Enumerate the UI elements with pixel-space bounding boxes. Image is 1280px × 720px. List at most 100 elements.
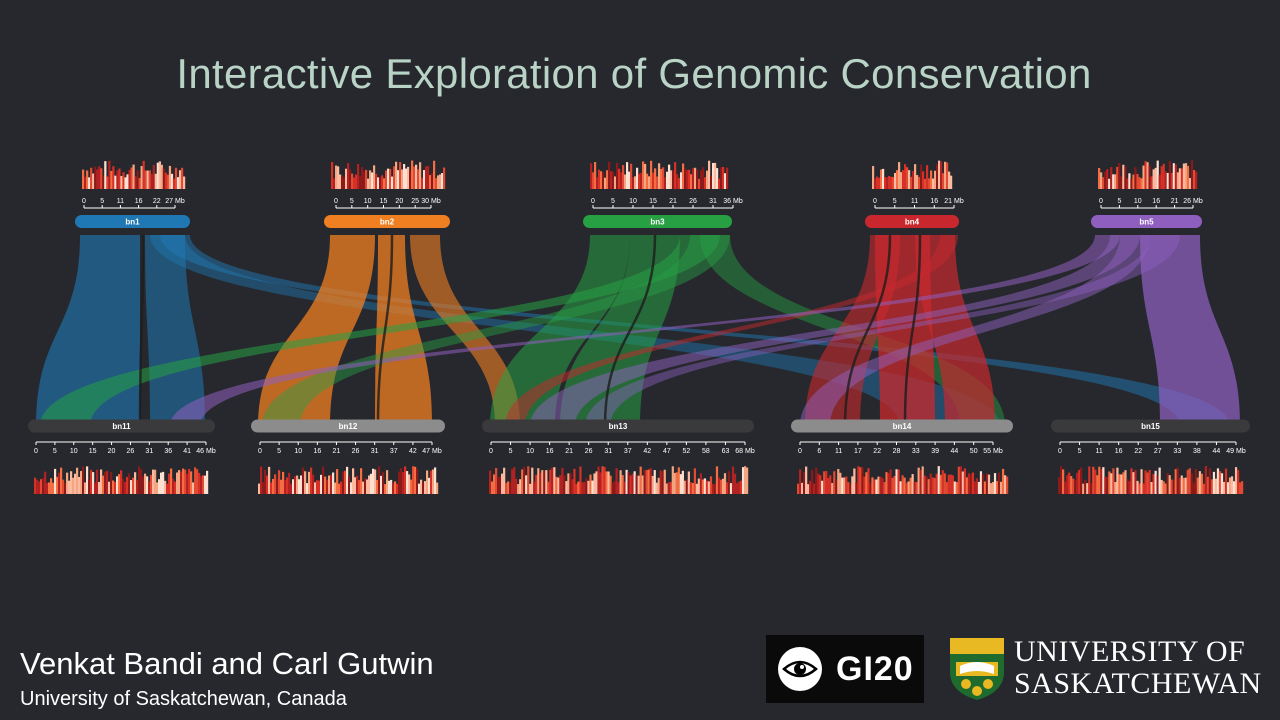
bottom-histogram-bn12-bar (286, 477, 289, 494)
chromosome-bn12[interactable] (251, 419, 445, 433)
synteny-ribbon-4[interactable] (258, 235, 375, 426)
bottom-histogram-bn15-bar (1152, 474, 1155, 494)
bottom-histogram-bn14-bar (811, 470, 814, 494)
top-histogram-bn3-bar (614, 176, 617, 189)
bottom-histogram-bn13-bar (673, 472, 676, 494)
bottom-histogram-bn14-bar (935, 473, 938, 494)
affiliation: University of Saskatchewan, Canada (20, 688, 347, 710)
top-histogram-bn5-bar (1152, 169, 1155, 189)
bottom-histogram-bn14-bar (977, 481, 981, 494)
top-histogram-bn3-bar (710, 175, 713, 189)
bottom-histogram-bn11-bar (142, 476, 145, 494)
top-histogram-bn2-bar (441, 173, 444, 189)
bottom-scale-bn14-tick-label: 17 (854, 448, 862, 455)
top-histogram-bn3-bar (678, 177, 681, 189)
bottom-scale-bn12-tick-label: 42 (409, 448, 417, 455)
synteny-ribbon-16[interactable] (170, 235, 1120, 426)
bottom-histogram-bn12-bar (302, 467, 305, 494)
synteny-ribbon-3[interactable] (160, 235, 1230, 426)
bottom-histogram-bn14-bar (861, 467, 864, 494)
bottom-histogram-bn14-bar (889, 469, 892, 494)
bottom-histogram-bn13-bar (607, 471, 610, 494)
chromosome-bn3[interactable] (583, 215, 732, 228)
bottom-histogram-bn12-bar (372, 468, 375, 494)
top-histogram-bn5-bar (1184, 163, 1188, 189)
chromosome-bn2[interactable] (324, 215, 450, 228)
bottom-histogram-bn15-bar (1212, 471, 1216, 494)
synteny-ribbon-6[interactable] (410, 235, 520, 426)
top-histogram-bn1-bar (156, 162, 159, 189)
bottom-histogram-bn13-bar (647, 469, 650, 494)
bottom-histogram-bn13-bar (667, 482, 670, 494)
bottom-histogram-bn12-bar (390, 479, 393, 494)
bottom-scale-bn11-tick-label: 41 (183, 448, 191, 455)
top-histogram-bn4-bar (910, 176, 913, 189)
top-histogram-bn3-bar (680, 172, 683, 189)
top-histogram-bn3-bar (692, 168, 695, 189)
bottom-histogram-bn11-bar (156, 482, 159, 494)
synteny-ribbon-18[interactable] (800, 235, 1150, 426)
bottom-histogram-bn13-bar (533, 481, 536, 494)
chromosome-bn14[interactable] (791, 419, 1013, 433)
top-histogram-bn5-bar (1106, 169, 1109, 189)
chromosome-bn5[interactable] (1091, 215, 1202, 228)
top-histogram-bn3-bar (676, 174, 679, 189)
bottom-histogram-bn13-bar (513, 467, 516, 494)
chromosome-bn15[interactable] (1051, 419, 1250, 433)
top-histogram-bn2-bar (427, 166, 430, 189)
chromosome-bn4[interactable] (865, 215, 959, 228)
bottom-histogram-bn12-bar (258, 483, 261, 494)
synteny-ribbon-1[interactable] (145, 235, 205, 426)
top-histogram-bn5-bar (1102, 177, 1105, 189)
bottom-histogram-bn15-bar (1234, 467, 1238, 494)
chromosome-bn11[interactable] (28, 419, 215, 433)
bottom-histogram-bn15-bar (1142, 483, 1145, 494)
top-histogram-bn3-bar (708, 160, 711, 189)
top-scale-bn4-tick-label: 11 (911, 198, 918, 205)
bottom-histogram-bn11-bar (202, 475, 205, 494)
bottom-histogram-bn13-bar (545, 470, 548, 494)
chromosome-bn1[interactable] (75, 215, 190, 228)
top-histogram-bn3-bar (700, 170, 703, 189)
synteny-ribbon-19[interactable] (1140, 235, 1240, 426)
top-histogram-bn5-bar (1118, 162, 1121, 189)
bottom-histogram-bn15-bar (1098, 466, 1101, 494)
bottom-histogram-bn15-bar (1146, 472, 1149, 494)
synteny-ribbon-14[interactable] (915, 235, 995, 426)
bottom-histogram-bn11-bar (206, 470, 209, 494)
top-histogram-bn3-bar (688, 169, 691, 189)
bottom-histogram-bn13-bar (601, 466, 604, 494)
synteny-ribbon-9[interactable] (40, 235, 720, 426)
bottom-histogram-bn12-bar (326, 479, 329, 494)
bottom-histogram-bn13-bar (585, 478, 588, 494)
bottom-histogram-bn12-bar (332, 472, 335, 494)
bottom-histogram-bn11-bar (52, 482, 55, 494)
bottom-histogram-bn15-bar (1108, 471, 1111, 494)
top-scale-bn4-tick-label: 16 (930, 198, 938, 205)
chromosome-bn13[interactable] (482, 419, 754, 433)
synteny-ribbon-17[interactable] (530, 235, 1140, 426)
bottom-histogram-bn14-bar (845, 476, 848, 494)
bottom-histogram-bn15-bar (1180, 475, 1183, 494)
top-histogram-bn1-bar (122, 172, 125, 189)
top-histogram-bn3-bar (718, 178, 721, 189)
top-histogram-bn4-bar (908, 170, 911, 189)
synteny-ribbon-7[interactable] (490, 235, 630, 426)
synteny-ribbon-15[interactable] (505, 235, 958, 426)
bottom-histogram-bn13-bar (493, 474, 496, 494)
bottom-histogram-bn14-bar (803, 472, 806, 494)
synteny-ribbon-10[interactable] (262, 235, 730, 426)
top-histogram-bn3-bar (608, 161, 611, 189)
bottom-histogram-bn12-bar (392, 482, 395, 494)
bottom-histogram-bn13-bar (745, 467, 749, 494)
top-histogram-bn3-bar (596, 177, 599, 189)
bottom-histogram-bn12 (258, 466, 439, 494)
synteny-ribbon-20[interactable] (585, 235, 1180, 426)
bottom-histogram-bn15-bar (1196, 477, 1199, 494)
top-histogram-bn2-bar (385, 170, 388, 189)
bottom-histogram-bn15-bar (1136, 480, 1139, 494)
bottom-histogram-bn15-bar (1214, 478, 1218, 494)
bottom-histogram-bn11-bar (170, 468, 173, 494)
top-histogram-bn2-bar (407, 166, 410, 189)
